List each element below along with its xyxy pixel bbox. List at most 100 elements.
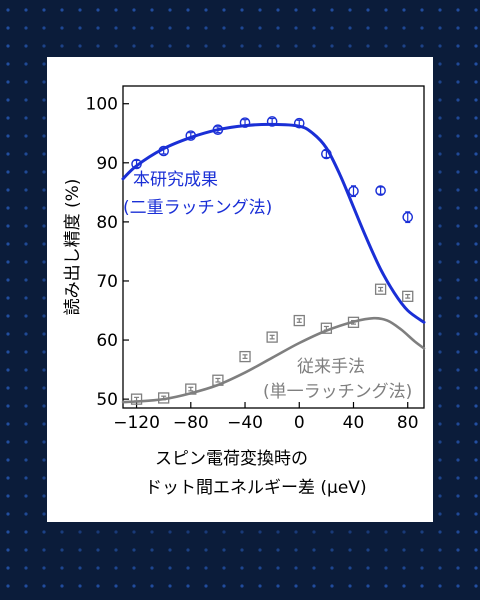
- background-dot: [330, 8, 334, 12]
- background-dot: [114, 530, 118, 534]
- background-dot: [42, 278, 46, 282]
- background-dot: [132, 548, 136, 552]
- background-dot: [42, 476, 46, 480]
- background-dot: [24, 314, 28, 318]
- background-dot: [60, 8, 64, 12]
- background-dot: [24, 530, 28, 534]
- background-dot: [24, 566, 28, 570]
- background-dot: [438, 98, 442, 102]
- data-point-proposed: [131, 158, 142, 170]
- background-dot: [456, 476, 460, 480]
- background-dot: [474, 296, 478, 300]
- background-dot: [42, 98, 46, 102]
- background-dot: [456, 512, 460, 516]
- y-tick-label: 70: [96, 272, 118, 292]
- marker-square: [402, 290, 414, 302]
- background-dot: [474, 512, 478, 516]
- marker-square: [130, 393, 143, 405]
- background-dot: [132, 584, 136, 588]
- background-dot: [294, 548, 298, 552]
- background-dot: [456, 242, 460, 246]
- background-dot: [6, 404, 10, 408]
- data-point-proposed: [293, 117, 305, 129]
- data-point-conventional: [266, 331, 278, 343]
- background-dot: [6, 206, 10, 210]
- background-dot: [6, 422, 10, 426]
- data-point-conventional: [185, 383, 197, 395]
- background-dot: [330, 548, 334, 552]
- background-dot: [474, 368, 478, 372]
- background-dot: [474, 206, 478, 210]
- background-dot: [168, 26, 172, 30]
- background-dot: [384, 26, 388, 30]
- background-dot: [132, 8, 136, 12]
- background-dot: [6, 566, 10, 570]
- background-dot: [438, 206, 442, 210]
- background-dot: [186, 584, 190, 588]
- background-dot: [96, 8, 100, 12]
- background-dot: [24, 332, 28, 336]
- background-dot: [456, 8, 460, 12]
- background-dot: [330, 566, 334, 570]
- background-dot: [6, 116, 10, 120]
- background-dot: [42, 584, 46, 588]
- background-dot: [6, 278, 10, 282]
- x-tick-label: 40: [343, 413, 365, 433]
- background-dot: [456, 296, 460, 300]
- marker-square: [266, 331, 278, 343]
- background-dot: [204, 566, 208, 570]
- background-dot: [222, 584, 226, 588]
- background-dot: [132, 566, 136, 570]
- data-point-proposed: [321, 148, 332, 160]
- background-dot: [150, 8, 154, 12]
- background-dot: [456, 44, 460, 48]
- background-dot: [168, 530, 172, 534]
- series-label-conventional-method: (単一ラッチング法): [263, 382, 412, 402]
- background-dot: [456, 80, 460, 84]
- background-dot: [114, 8, 118, 12]
- background-dot: [42, 152, 46, 156]
- background-dot: [6, 188, 10, 192]
- x-tick-label: 80: [397, 413, 419, 433]
- chart-panel: −120 −80 −40 0 40 80 50 60 70 80 90 100 読み出し精度 (%) …: [47, 57, 433, 522]
- background-dot: [438, 386, 442, 390]
- background-dot: [204, 8, 208, 12]
- background-dot: [420, 548, 424, 552]
- background-dot: [312, 26, 316, 30]
- background-dot: [42, 458, 46, 462]
- background-dot: [456, 422, 460, 426]
- data-point-proposed: [402, 211, 414, 224]
- background-dot: [456, 440, 460, 444]
- x-axis-label-line1: スピン電荷変換時の: [155, 449, 308, 469]
- background-dot: [150, 584, 154, 588]
- background-dot: [474, 26, 478, 30]
- background-dot: [186, 44, 190, 48]
- background-dot: [24, 278, 28, 282]
- background-dot: [438, 458, 442, 462]
- background-dot: [6, 80, 10, 84]
- background-dot: [168, 566, 172, 570]
- background-dot: [438, 548, 442, 552]
- background-dot: [438, 296, 442, 300]
- y-tick-label: 50: [96, 390, 118, 410]
- background-dot: [456, 134, 460, 138]
- background-dot: [42, 170, 46, 174]
- background-dot: [456, 566, 460, 570]
- background-dot: [402, 8, 406, 12]
- background-dot: [42, 206, 46, 210]
- background-dot: [474, 188, 478, 192]
- background-dot: [474, 8, 478, 12]
- background-dot: [258, 530, 262, 534]
- background-dot: [258, 8, 262, 12]
- background-dot: [456, 188, 460, 192]
- marker-circle: [348, 185, 359, 197]
- background-dot: [6, 8, 10, 12]
- background-dot: [438, 80, 442, 84]
- marker-circle: [293, 117, 305, 129]
- background-dot: [186, 548, 190, 552]
- background-dot: [6, 530, 10, 534]
- background-dot: [456, 98, 460, 102]
- background-dot: [474, 350, 478, 354]
- background-dot: [186, 530, 190, 534]
- background-dot: [456, 530, 460, 534]
